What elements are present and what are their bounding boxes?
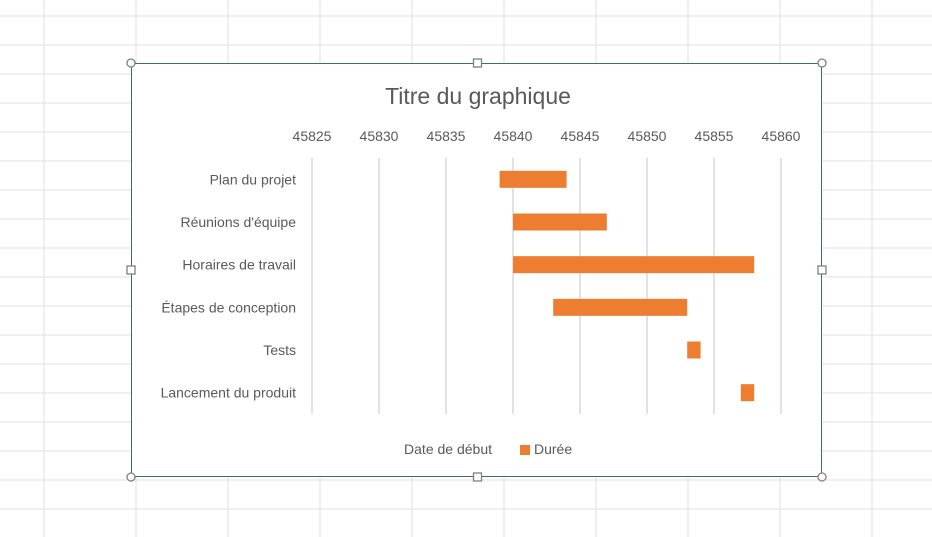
duration-bar[interactable] xyxy=(499,170,567,188)
duration-bar[interactable] xyxy=(513,256,755,274)
category-label: Tests xyxy=(263,342,296,358)
category-label: Horaires de travail xyxy=(182,257,296,273)
legend-entry-start-date: Date de début xyxy=(404,441,492,457)
x-tick-label: 45845 xyxy=(561,128,600,144)
x-tick-label: 45860 xyxy=(762,128,801,144)
x-tick-label: 45830 xyxy=(360,128,399,144)
x-tick-label: 45835 xyxy=(427,128,466,144)
legend-entry-duration: Durée xyxy=(534,441,572,457)
category-label: Étapes de conception xyxy=(161,299,296,315)
x-tick-label: 45825 xyxy=(293,128,332,144)
x-tick-label: 45850 xyxy=(628,128,667,144)
chart-title[interactable]: Titre du graphique xyxy=(385,83,571,109)
resize-handle-right[interactable] xyxy=(817,265,827,275)
x-tick-label: 45855 xyxy=(695,128,734,144)
resize-handle-bottom[interactable] xyxy=(472,472,483,482)
category-label: Plan du projet xyxy=(210,171,297,187)
category-label: Lancement du produit xyxy=(161,385,297,401)
category-label: Réunions d'équipe xyxy=(180,214,296,230)
gantt-chart[interactable]: Titre du graphique 45825 45830 45835 45840 4… xyxy=(126,58,827,482)
x-axis-tick-labels: 45825 45830 45835 45840 45845 45850 45855 45860 xyxy=(293,128,801,144)
x-tick-label: 45840 xyxy=(494,128,533,144)
gridlines xyxy=(311,158,782,414)
resize-handle-left[interactable] xyxy=(126,265,136,275)
y-axis-category-labels: Plan du projet Réunions d'équipe Horaires … xyxy=(161,171,297,400)
duration-bar[interactable] xyxy=(513,213,607,231)
resize-handle-top[interactable] xyxy=(472,58,483,68)
duration-bar[interactable] xyxy=(740,384,755,402)
resize-handle-bottom-left[interactable] xyxy=(126,472,136,482)
legend-swatch-duration xyxy=(520,445,530,455)
resize-handle-bottom-right[interactable] xyxy=(817,472,827,482)
duration-bar[interactable] xyxy=(553,298,688,316)
duration-bars[interactable] xyxy=(499,170,755,402)
duration-bar[interactable] xyxy=(687,341,701,359)
resize-handle-top-left[interactable] xyxy=(126,58,136,68)
resize-handle-top-right[interactable] xyxy=(817,58,827,68)
legend[interactable]: Date de début Durée xyxy=(404,441,572,457)
selection-handles[interactable] xyxy=(126,58,827,482)
